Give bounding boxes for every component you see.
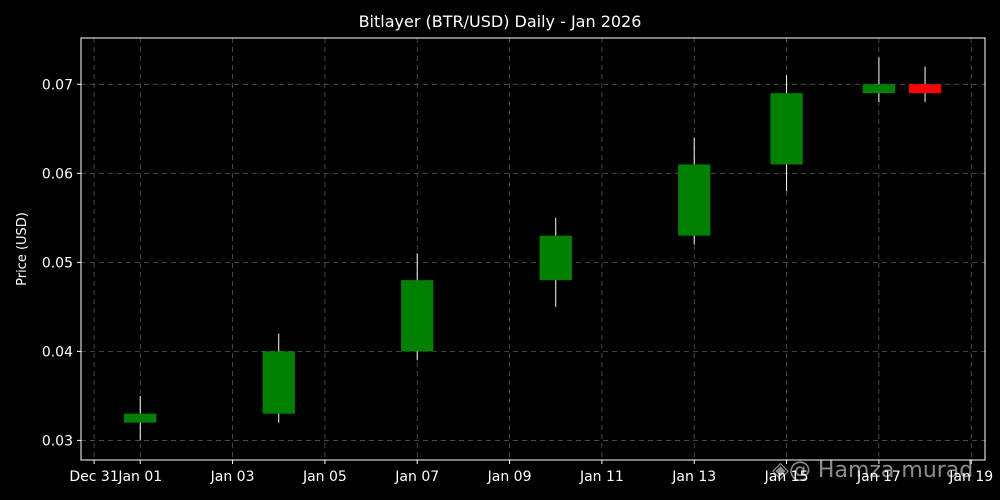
y-axis-label: Price (USD) [15,212,30,286]
candle-body-up [770,93,803,165]
chart-title: Bitlayer (BTR/USD) Daily - Jan 2026 [358,12,642,31]
candle-body-up [678,164,711,236]
x-tick-label: Dec 31 [69,469,118,485]
y-tick-label: 0.07 [42,77,73,93]
watermark-text: @ Hamza murad [788,458,974,483]
candle-body-up [401,280,434,352]
axis-layer: 0.03 0.04 0.05 0.06 0.07 Dec 31 Jan 01 Jan 03 Ja… [15,77,993,485]
candle-layer [124,57,942,441]
x-tick-label: Jan 19 [948,469,993,485]
x-tick-label: Jan 09 [487,469,532,485]
y-tick-label: 0.05 [42,255,73,271]
x-tick-label: Jan 15 [764,469,809,485]
candle-body-down [908,84,942,94]
candle-body-up [262,351,295,414]
x-tick-label: Jan 05 [302,469,347,485]
x-tick-label: Jan 13 [671,469,716,485]
y-tick-label: 0.04 [42,344,73,360]
y-tick-label: 0.03 [42,433,73,449]
x-tick-label: Jan 01 [117,469,162,485]
x-tick-label: Jan 07 [394,469,439,485]
candle-body-up [862,84,896,94]
candle-body-up [124,413,157,423]
x-tick-label: Jan 17 [856,469,901,485]
y-tick-label: 0.06 [42,166,73,182]
x-tick-label: Jan 03 [210,469,255,485]
grid-layer [81,38,985,460]
watermark-logo-icon: ◈ [772,458,789,483]
candle-body-up [539,235,572,281]
x-tick-label: Jan 11 [579,469,624,485]
plot-frame [80,37,986,461]
watermark: ◈@ Hamza murad [772,458,973,483]
